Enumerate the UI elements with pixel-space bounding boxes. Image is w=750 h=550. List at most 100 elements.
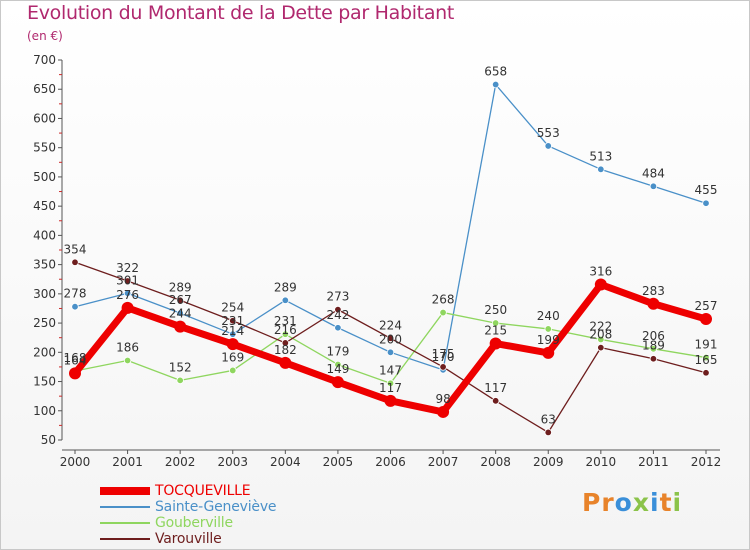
series-point-0 [647, 297, 660, 310]
data-label: 224 [379, 318, 402, 332]
series-point-1 [386, 348, 395, 357]
legend-label: TOCQUEVILLE [155, 483, 251, 499]
data-label: 179 [326, 345, 349, 359]
x-tick-label: 2009 [533, 455, 564, 469]
series-point-3 [123, 277, 132, 285]
series-point-2 [491, 319, 500, 327]
series-point-1 [281, 296, 290, 304]
x-tick-label: 2007 [428, 455, 459, 469]
chart-title: Evolution du Montant de la Dette par Hab… [27, 2, 455, 24]
series-point-1 [176, 309, 184, 317]
logo-letter: t [659, 488, 673, 517]
series-point-1 [71, 303, 79, 311]
logo-letter: x [632, 488, 650, 517]
data-label: 289 [169, 280, 192, 294]
data-label: 250 [484, 303, 507, 317]
x-tick-label: 2008 [480, 455, 511, 469]
series-point-2 [439, 308, 447, 317]
x-tick-label: 2003 [217, 455, 248, 469]
x-tick-label: 2010 [586, 455, 617, 469]
series-point-1 [544, 142, 552, 150]
data-label: 117 [484, 381, 507, 395]
series-point-3 [491, 397, 500, 405]
series-point-2 [544, 325, 552, 333]
data-label: 164 [64, 353, 87, 367]
series-point-3 [334, 305, 342, 314]
logo-letter: i [672, 488, 683, 517]
data-label: 553 [537, 126, 560, 140]
y-tick-label: 50 [41, 433, 56, 447]
series-point-0 [174, 320, 187, 333]
data-label: 149 [326, 362, 349, 376]
series-point-1 [334, 324, 342, 332]
data-label: 513 [589, 149, 612, 163]
data-label: 254 [221, 301, 244, 315]
series-point-2 [702, 353, 710, 362]
data-label: 354 [64, 242, 87, 256]
series-point-1 [702, 199, 710, 207]
y-tick-label: 500 [33, 170, 56, 184]
data-label: 168 [64, 351, 87, 365]
data-label: 242 [326, 308, 349, 322]
legend-label: Gouberville [155, 515, 233, 531]
data-label: 658 [484, 65, 507, 79]
data-label: 267 [169, 293, 192, 307]
series-point-1 [229, 330, 237, 338]
data-label: 199 [537, 333, 560, 347]
y-tick-label: 700 [33, 53, 56, 67]
data-label: 268 [432, 293, 455, 307]
series-point-3 [649, 355, 658, 363]
series-point-0 [331, 376, 344, 389]
series-point-3 [439, 363, 447, 371]
data-label: 484 [642, 166, 665, 180]
data-label: 165 [695, 353, 718, 367]
data-label: 182 [274, 343, 297, 357]
series-point-0 [384, 394, 397, 407]
data-label: 200 [379, 332, 402, 346]
series-point-0 [437, 405, 450, 418]
series-point-0 [69, 367, 81, 380]
series-point-3 [281, 339, 290, 347]
series-point-2 [386, 379, 395, 387]
series-point-2 [597, 335, 605, 344]
y-tick-label: 100 [33, 404, 56, 418]
series-point-2 [281, 330, 290, 338]
data-label: 257 [695, 299, 718, 313]
series-point-3 [71, 258, 79, 266]
data-label: 186 [116, 340, 139, 354]
x-tick-label: 2005 [323, 455, 354, 469]
series-point-0 [700, 312, 712, 325]
data-label: 175 [432, 347, 455, 361]
y-tick-label: 150 [33, 375, 56, 389]
data-label: 322 [116, 261, 139, 275]
logo-letter: P [582, 488, 602, 517]
series-point-1 [649, 182, 658, 190]
y-tick-label: 400 [33, 228, 56, 242]
proxiti-logo: Proxiti [582, 488, 682, 517]
data-label: 206 [642, 329, 665, 343]
y-tick-label: 600 [33, 111, 56, 125]
series-point-2 [649, 345, 658, 353]
x-tick-label: 2012 [691, 455, 722, 469]
data-label: 170 [432, 350, 455, 364]
series-point-0 [121, 301, 134, 314]
data-label: 244 [169, 307, 192, 321]
legend-label: Sainte-Geneviève [155, 499, 277, 515]
legend-swatch [100, 522, 150, 524]
data-label: 301 [116, 273, 139, 287]
x-tick-label: 2000 [60, 455, 91, 469]
y-tick-label: 300 [33, 287, 56, 301]
series-point-2 [123, 356, 132, 365]
logo-letter: o [614, 488, 633, 517]
data-label: 316 [589, 264, 612, 278]
y-tick-label: 250 [33, 316, 56, 330]
legend-swatch [100, 506, 150, 508]
series-point-3 [229, 317, 237, 325]
series-point-1 [597, 165, 605, 174]
legend-swatch [100, 487, 150, 495]
data-label: 189 [642, 339, 665, 353]
data-label: 63 [541, 412, 556, 426]
series-point-0 [279, 356, 292, 369]
legend-label: Varouville [155, 531, 222, 547]
data-label: 278 [64, 287, 87, 301]
